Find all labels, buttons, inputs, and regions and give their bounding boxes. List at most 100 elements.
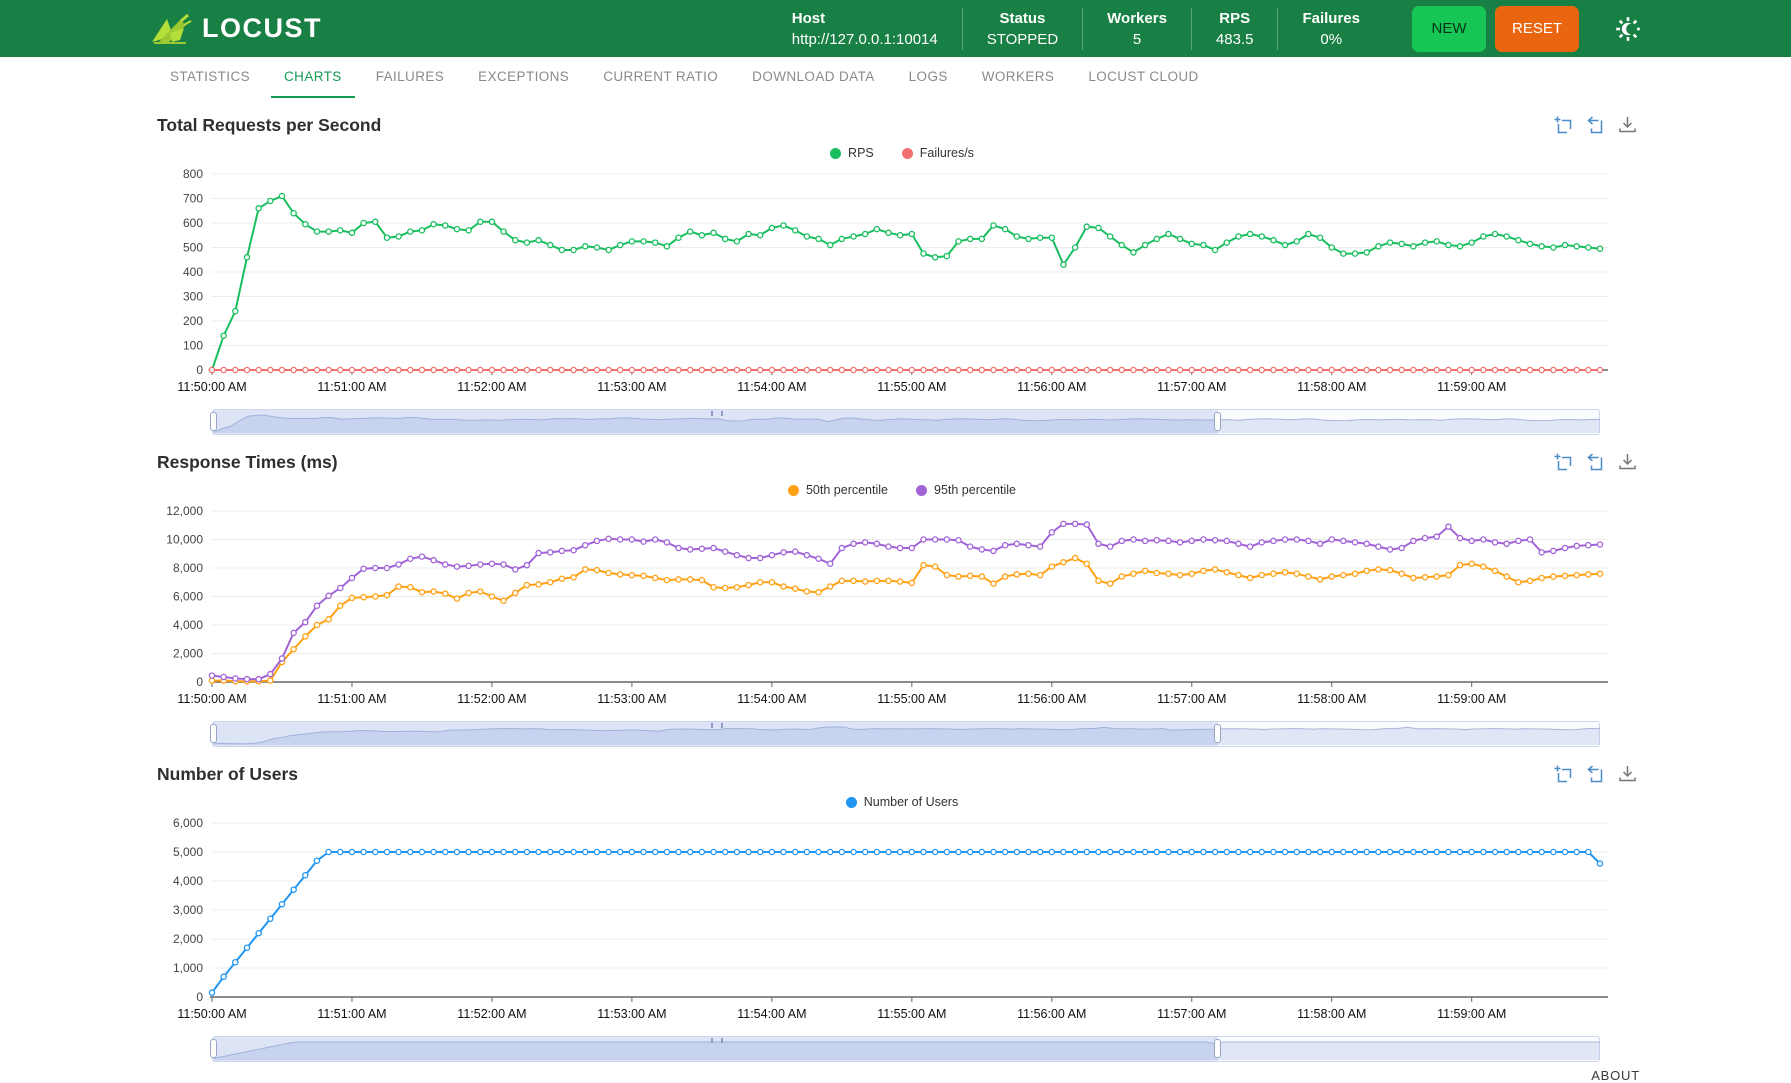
tab-workers[interactable]: WORKERS: [981, 69, 1055, 84]
svg-text:6,000: 6,000: [173, 590, 203, 604]
legend-item-50th-percentile[interactable]: 50th percentile: [787, 483, 888, 497]
stat-value: 5: [1132, 30, 1142, 48]
theme-toggle-button[interactable]: [1615, 16, 1641, 42]
slider-silhouette: [213, 726, 1601, 745]
datazoom-slider[interactable]: [210, 1036, 1600, 1062]
svg-text:11:51:00 AM: 11:51:00 AM: [317, 380, 386, 394]
svg-text:11:52:00 AM: 11:52:00 AM: [457, 380, 526, 394]
brand-name: LOCUST: [202, 13, 322, 43]
tab-current-ratio[interactable]: CURRENT RATIO: [603, 69, 719, 84]
svg-text:2,000: 2,000: [173, 647, 203, 661]
chart-total-requests-per-second: Total Requests per Second RPS Failures/s 0…: [0, 108, 1791, 435]
svg-text:4,000: 4,000: [173, 874, 203, 888]
tab-download-data[interactable]: DOWNLOAD DATA: [752, 69, 875, 84]
svg-text:11:57:00 AM: 11:57:00 AM: [1157, 380, 1226, 394]
slider-move-grip[interactable]: [711, 723, 724, 728]
slider-handle-right[interactable]: [1213, 724, 1221, 743]
slider-handle-left[interactable]: [210, 1039, 217, 1058]
zoom-icon[interactable]: [1554, 116, 1573, 135]
slider-move-grip[interactable]: [711, 411, 724, 416]
tab-locust-cloud[interactable]: LOCUST CLOUD: [1088, 69, 1199, 84]
stat-value: STOPPED: [986, 30, 1059, 48]
slider-selected-range[interactable]: [213, 722, 1218, 746]
header-stat-status: Status STOPPED: [961, 7, 1082, 50]
svg-text:11:59:00 AM: 11:59:00 AM: [1437, 1007, 1506, 1021]
datazoom-slider[interactable]: [210, 409, 1601, 435]
new-test-button[interactable]: NEW: [1412, 5, 1486, 52]
legend-label: Number of Users: [863, 795, 959, 809]
svg-text:4,000: 4,000: [173, 618, 203, 632]
tab-logs[interactable]: LOGS: [908, 69, 948, 84]
legend-item-rps[interactable]: RPS: [830, 146, 874, 160]
chart-plot[interactable]: 0 2,000 4,000 6,000 8,000 10,000 12,000 11:50:0…: [157, 501, 1647, 712]
svg-text:11:52:00 AM: 11:52:00 AM: [457, 692, 526, 706]
restore-icon[interactable]: [1586, 764, 1605, 784]
svg-text:11:54:00 AM: 11:54:00 AM: [737, 1007, 806, 1021]
slider-handle-left[interactable]: [210, 412, 217, 431]
svg-text:3,000: 3,000: [173, 903, 203, 917]
stat-label: RPS: [1219, 9, 1251, 27]
chart-toolbox: [1554, 764, 1637, 784]
tab-bar: STATISTICS CHARTS FAILURES EXCEPTIONS CURREN…: [0, 57, 1791, 98]
svg-text:6,000: 6,000: [173, 816, 203, 830]
slider-handle-left[interactable]: [210, 724, 217, 743]
about-link[interactable]: ABOUT: [1591, 1068, 1640, 1083]
chart-legend: 50th percentile 95th percentile: [157, 479, 1647, 501]
datazoom-slider[interactable]: [210, 721, 1601, 747]
zoom-icon[interactable]: [1554, 453, 1573, 472]
slider-handle-right[interactable]: [1213, 412, 1221, 431]
reset-button[interactable]: RESET: [1495, 5, 1579, 52]
svg-text:2,000: 2,000: [173, 932, 203, 946]
svg-text:11:57:00 AM: 11:57:00 AM: [1157, 1007, 1226, 1021]
stat-value: 0%: [1320, 30, 1343, 48]
chart-plot[interactable]: 0 1,000 2,000 3,000 4,000 5,000 6,000 11:50:00 …: [157, 813, 1647, 1027]
stat-label: Status: [999, 9, 1046, 27]
chart-legend: Number of Users: [157, 791, 1647, 813]
zoom-icon[interactable]: [1554, 765, 1573, 784]
download-icon[interactable]: [1618, 765, 1637, 784]
stat-value: http://127.0.0.1:10014: [791, 30, 938, 48]
restore-icon[interactable]: [1586, 452, 1605, 472]
header-stat-rps: RPS 483.5: [1190, 7, 1278, 50]
svg-text:11:59:00 AM: 11:59:00 AM: [1437, 692, 1506, 706]
header-stat-host: Host http://127.0.0.1:10014: [768, 8, 962, 50]
legend-dot-icon: [916, 484, 927, 496]
slider-move-grip[interactable]: [711, 1038, 724, 1043]
chart-head: Number of Users: [157, 757, 1647, 791]
svg-text:11:55:00 AM: 11:55:00 AM: [877, 380, 946, 394]
svg-text:100: 100: [183, 339, 203, 353]
tab-charts[interactable]: CHARTS: [271, 57, 355, 98]
svg-text:11:56:00 AM: 11:56:00 AM: [1017, 692, 1086, 706]
tab-statistics[interactable]: STATISTICS: [170, 69, 251, 84]
chart-response-times-ms-: Response Times (ms) 50th percentile 95th …: [0, 445, 1791, 747]
tab-exceptions[interactable]: EXCEPTIONS: [478, 69, 570, 84]
svg-text:11:54:00 AM: 11:54:00 AM: [737, 380, 806, 394]
header-buttons: NEW RESET: [1412, 5, 1579, 52]
svg-text:11:52:00 AM: 11:52:00 AM: [457, 1007, 526, 1021]
legend-dot-icon: [845, 796, 857, 808]
svg-text:800: 800: [183, 167, 203, 181]
svg-text:500: 500: [183, 241, 203, 255]
legend-item-95th-percentile[interactable]: 95th percentile: [916, 483, 1016, 497]
svg-text:11:51:00 AM: 11:51:00 AM: [317, 1007, 386, 1021]
tab-failures[interactable]: FAILURES: [375, 69, 445, 84]
svg-text:11:50:00 AM: 11:50:00 AM: [177, 692, 246, 706]
legend-item-failures-s[interactable]: Failures/s: [901, 146, 974, 160]
restore-icon[interactable]: [1586, 115, 1605, 135]
svg-text:0: 0: [196, 675, 203, 689]
chart-head: Total Requests per Second: [157, 108, 1647, 142]
chart-number-of-users: Number of Users Number of Users 0 1,000 2,0…: [0, 757, 1791, 1062]
slider-handle-right[interactable]: [1213, 1039, 1221, 1058]
stat-label: Workers: [1107, 9, 1167, 27]
legend-item-number-of-users[interactable]: Number of Users: [845, 795, 959, 809]
app-header: LOCUST Host http://127.0.0.1:10014 Status…: [0, 0, 1791, 57]
chart-plot[interactable]: 0 100 200 300 400 500 600 700 800 11:50:00 AM 11:5…: [157, 164, 1647, 400]
svg-text:8,000: 8,000: [173, 561, 203, 575]
download-icon[interactable]: [1618, 116, 1637, 135]
slider-selected-range[interactable]: [213, 1037, 1218, 1061]
svg-text:1,000: 1,000: [173, 961, 203, 975]
slider-selected-range[interactable]: [213, 410, 1218, 434]
legend-label: Failures/s: [919, 146, 974, 160]
svg-text:400: 400: [183, 265, 203, 279]
download-icon[interactable]: [1618, 453, 1637, 472]
